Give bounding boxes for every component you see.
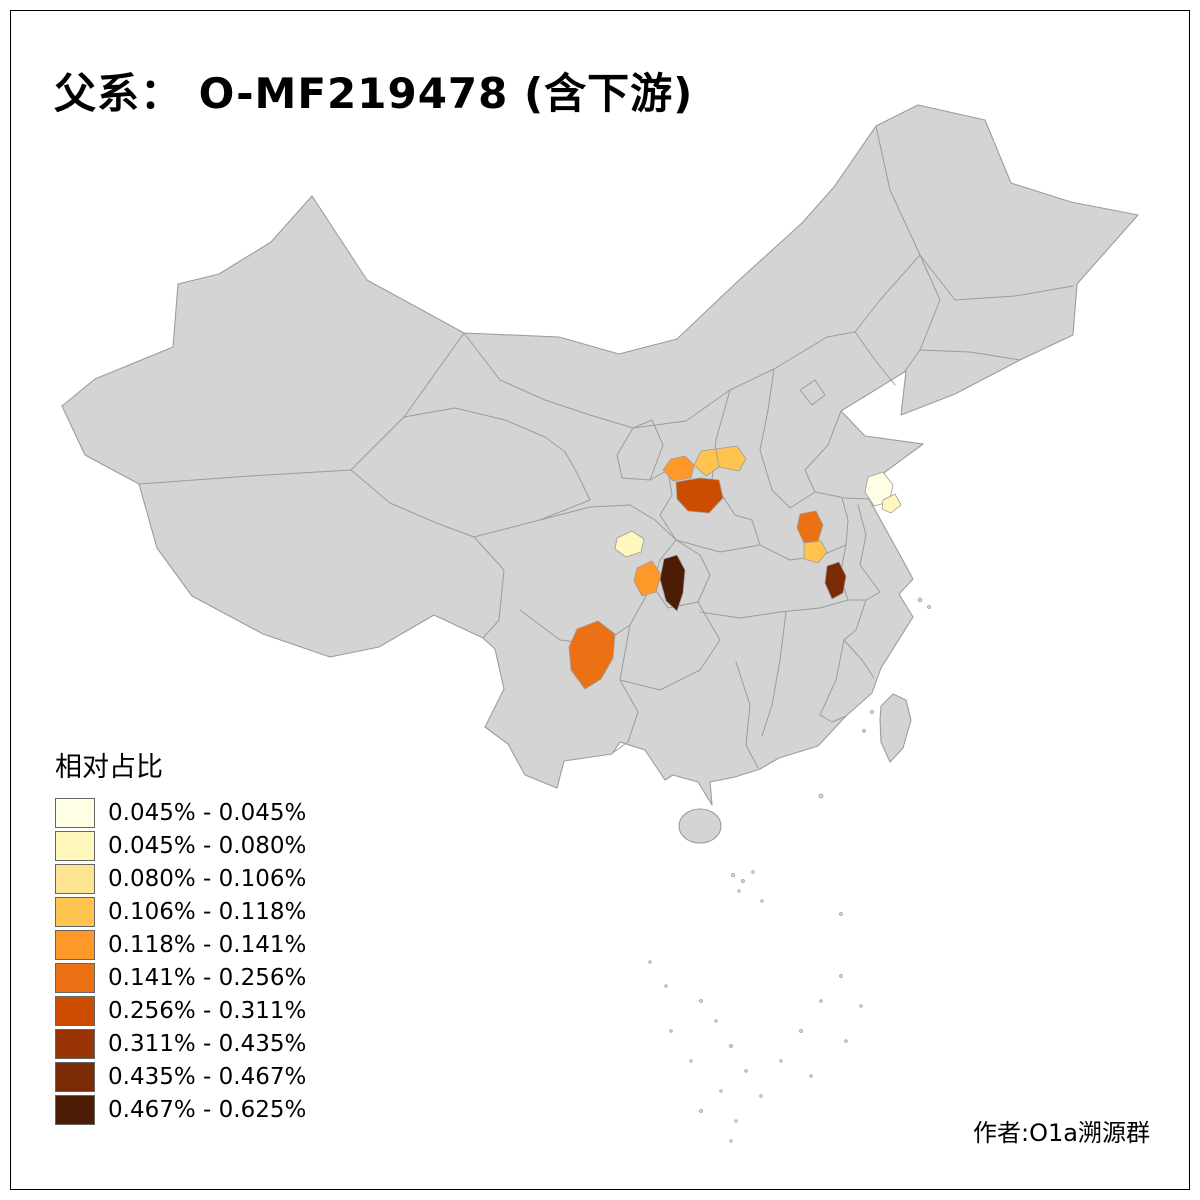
legend-row: 0.045% - 0.080% [55, 831, 306, 861]
legend-swatch [55, 963, 95, 993]
highlighted-region [675, 477, 724, 514]
legend-row: 0.435% - 0.467% [55, 1062, 306, 1092]
legend-row: 0.256% - 0.311% [55, 996, 306, 1026]
legend-swatch [55, 1095, 95, 1125]
highlighted-region [568, 620, 616, 690]
taiwan-island [879, 693, 912, 763]
legend: 相对占比 0.045% - 0.045% 0.045% - 0.080% 0.0… [55, 745, 306, 1128]
legend-swatch [55, 897, 95, 927]
south-china-sea-islands [648, 597, 931, 1143]
highlighted-region [614, 530, 645, 558]
attribution: 作者:O1a溯源群 [973, 1119, 1150, 1147]
legend-title: 相对占比 [55, 752, 163, 783]
highlighted-region [715, 445, 747, 472]
legend-swatch [55, 1029, 95, 1059]
highlighted-region [881, 493, 902, 514]
map-title: 父系： O-MF219478 (含下游) [54, 69, 694, 118]
legend-swatch [55, 798, 95, 828]
highlighted-region [659, 554, 686, 612]
highlighted-regions [568, 445, 902, 690]
highlighted-region [803, 540, 828, 564]
legend-row: 0.311% - 0.435% [55, 1029, 306, 1059]
legend-swatch [55, 831, 95, 861]
legend-row: 0.106% - 0.118% [55, 897, 306, 927]
legend-label: 0.118% - 0.141% [108, 932, 307, 958]
legend-label: 0.311% - 0.435% [108, 1031, 307, 1057]
highlighted-region [824, 561, 847, 600]
legend-label: 0.435% - 0.467% [108, 1064, 307, 1090]
legend-label: 0.106% - 0.118% [108, 899, 307, 925]
legend-label: 0.467% - 0.625% [108, 1097, 307, 1123]
legend-label: 0.080% - 0.106% [108, 866, 307, 892]
mainland [61, 104, 1139, 806]
legend-label: 0.256% - 0.311% [108, 998, 307, 1024]
legend-row: 0.141% - 0.256% [55, 963, 306, 993]
legend-row: 0.467% - 0.625% [55, 1095, 306, 1125]
legend-swatch [55, 996, 95, 1026]
china-mainland-shape [61, 104, 1139, 806]
legend-swatch [55, 1062, 95, 1092]
legend-label: 0.045% - 0.080% [108, 833, 307, 859]
hainan-island [678, 808, 722, 844]
legend-swatch [55, 864, 95, 894]
legend-row: 0.045% - 0.045% [55, 798, 306, 828]
legend-row: 0.118% - 0.141% [55, 930, 306, 960]
legend-label: 0.045% - 0.045% [108, 800, 307, 826]
legend-label: 0.141% - 0.256% [108, 965, 307, 991]
islands [648, 597, 931, 1143]
legend-row: 0.080% - 0.106% [55, 864, 306, 894]
legend-swatch [55, 930, 95, 960]
highlighted-region [633, 560, 662, 597]
